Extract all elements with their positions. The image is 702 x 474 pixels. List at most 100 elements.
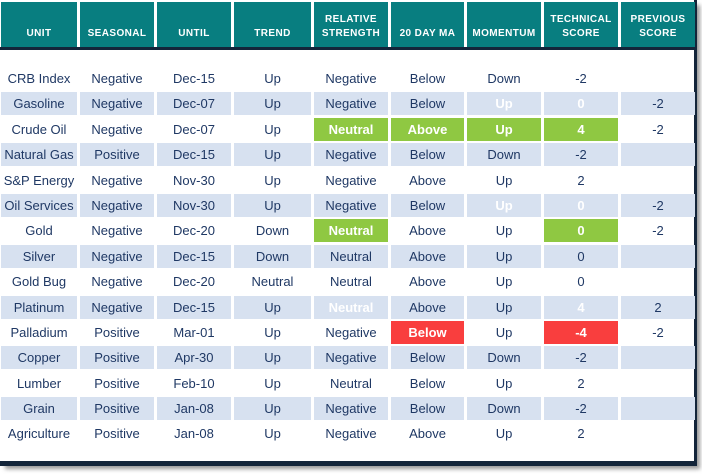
cell-relative-strength: Negative xyxy=(314,193,388,217)
cell-relative-strength: Negative xyxy=(314,143,388,167)
cell-until: Jan-08 xyxy=(157,397,231,421)
cell-until: Dec-15 xyxy=(173,71,215,86)
column-header-until: UNTIL xyxy=(157,2,231,47)
cell-momentum: Up xyxy=(495,223,513,239)
cell-until: Apr-30 xyxy=(157,346,231,370)
cell-technical-score: -2 xyxy=(544,397,618,421)
table-row: Grain Positive Jan-08 Up Negative Below Down -2 xyxy=(0,397,695,421)
cell-trend: Up xyxy=(234,193,311,217)
cell-previous-score xyxy=(621,244,695,268)
column-header-20-day-ma: 20 DAY MA xyxy=(391,2,464,47)
cell-trend: Up xyxy=(264,324,281,340)
cell-trend: Up xyxy=(234,92,311,116)
cell-seasonal: Positive xyxy=(94,324,140,340)
cell-seasonal: Negative xyxy=(80,244,154,268)
cell-previous-score xyxy=(621,346,695,370)
cell-momentum: Up xyxy=(495,426,513,442)
blank-row-top xyxy=(0,50,694,67)
cell-trend: Neutral xyxy=(251,274,294,290)
header-divider-bar xyxy=(0,47,694,50)
cell-20-day-ma: Below xyxy=(409,375,446,391)
cell-relative-strength: Negative xyxy=(314,92,388,116)
column-header-seasonal: SEASONAL xyxy=(80,2,154,47)
cell-momentum: Up xyxy=(495,324,513,340)
cell-unit: Natural Gas xyxy=(1,143,77,167)
cell-momentum: Down xyxy=(487,71,521,86)
cell-20-day-ma: Above xyxy=(409,274,446,290)
cell-previous-score: 2 xyxy=(621,295,695,319)
cell-seasonal: Positive xyxy=(80,143,154,167)
cell-relative-strength: Neutral xyxy=(314,117,388,141)
cell-seasonal: Positive xyxy=(80,346,154,370)
table-sheet: UNIT SEASONAL UNTIL TREND RELATIVE STREN… xyxy=(0,0,697,467)
table-row: Gold Bug Negative Dec-20 Neutral Neutral Abov… xyxy=(0,270,694,293)
cell-20-day-ma: Below xyxy=(391,143,464,167)
cell-until: Mar-01 xyxy=(173,324,215,340)
cell-20-day-ma: Below xyxy=(391,320,464,344)
cell-momentum: Up xyxy=(495,274,513,290)
cell-relative-strength: Negative xyxy=(314,346,388,370)
cell-20-day-ma: Above xyxy=(391,295,464,319)
cell-seasonal: Negative xyxy=(91,223,143,239)
cell-unit: Oil Services xyxy=(1,193,77,217)
cell-seasonal: Negative xyxy=(80,295,154,319)
cell-until: Dec-15 xyxy=(157,295,231,319)
column-header-trend: TREND xyxy=(234,2,311,47)
cell-unit: Grain xyxy=(1,397,77,421)
cell-relative-strength: Neutral xyxy=(330,375,372,391)
cell-momentum: Up xyxy=(467,295,541,319)
cell-previous-score: -2 xyxy=(621,193,695,217)
cell-momentum: Up xyxy=(467,117,541,141)
cell-technical-score: 0 xyxy=(544,244,618,268)
cell-until: Dec-15 xyxy=(157,143,231,167)
cell-20-day-ma: Below xyxy=(391,397,464,421)
cell-unit: Lumber xyxy=(16,375,62,391)
cell-seasonal: Negative xyxy=(91,71,143,86)
cell-relative-strength: Negative xyxy=(325,324,377,340)
cell-unit: Gold Bug xyxy=(11,274,67,290)
table-row: Palladium Positive Mar-01 Up Negative Below Up… xyxy=(0,320,694,344)
cell-momentum: Down xyxy=(467,397,541,421)
cell-momentum: Up xyxy=(495,172,513,188)
cell-unit: Copper xyxy=(1,346,77,370)
cell-seasonal: Negative xyxy=(80,92,154,116)
table-row: Natural Gas Positive Dec-15 Up Negative Below… xyxy=(0,143,695,167)
cell-relative-strength: Negative xyxy=(325,172,377,188)
table-row: S&P Energy Negative Nov-30 Up Negative Above U… xyxy=(0,169,694,192)
table-row: Gasoline Negative Dec-07 Up Negative Below Up 0… xyxy=(0,92,695,116)
cell-technical-score: -2 xyxy=(544,143,618,167)
cell-20-day-ma: Above xyxy=(409,426,446,442)
column-header-relative-strength: RELATIVE STRENGTH xyxy=(314,2,388,47)
table-body: CRB Index Negative Dec-15 Up Negative Below Do… xyxy=(0,67,695,445)
cell-seasonal: Negative xyxy=(80,193,154,217)
cell-unit: CRB Index xyxy=(7,71,71,86)
column-header-unit: UNIT xyxy=(1,2,77,47)
cell-until: Dec-20 xyxy=(173,223,215,239)
cell-previous-score xyxy=(621,397,695,421)
cell-trend: Up xyxy=(234,397,311,421)
table-row: Agriculture Positive Jan-08 Up Negative Above… xyxy=(0,422,694,445)
column-header-technical-score: TECHNICAL SCORE xyxy=(544,2,618,47)
cell-technical-score: 2 xyxy=(577,375,585,391)
cell-trend: Up xyxy=(234,295,311,319)
cell-seasonal: Negative xyxy=(91,274,143,290)
cell-unit: Crude Oil xyxy=(11,121,67,137)
table-row: Copper Positive Apr-30 Up Negative Below Down -… xyxy=(0,346,695,370)
cell-trend: Down xyxy=(255,223,290,239)
cell-technical-score: 0 xyxy=(577,274,585,290)
column-header-previous-score: PREVIOUS SCORE xyxy=(621,2,695,47)
cell-until: Nov-30 xyxy=(157,193,231,217)
cell-unit: Silver xyxy=(1,244,77,268)
cell-seasonal: Negative xyxy=(91,172,143,188)
cell-20-day-ma: Above xyxy=(391,244,464,268)
cell-trend: Up xyxy=(264,121,281,137)
cell-previous-score: -2 xyxy=(652,223,664,239)
cell-technical-score: 0 xyxy=(544,219,618,243)
cell-unit: S&P Energy xyxy=(3,172,75,188)
cell-trend: Down xyxy=(234,244,311,268)
cell-previous-score: -2 xyxy=(652,324,664,340)
cell-until: Dec-07 xyxy=(157,92,231,116)
cell-relative-strength: Neutral xyxy=(314,244,388,268)
cell-20-day-ma: Above xyxy=(409,172,446,188)
cell-momentum: Up xyxy=(467,92,541,116)
